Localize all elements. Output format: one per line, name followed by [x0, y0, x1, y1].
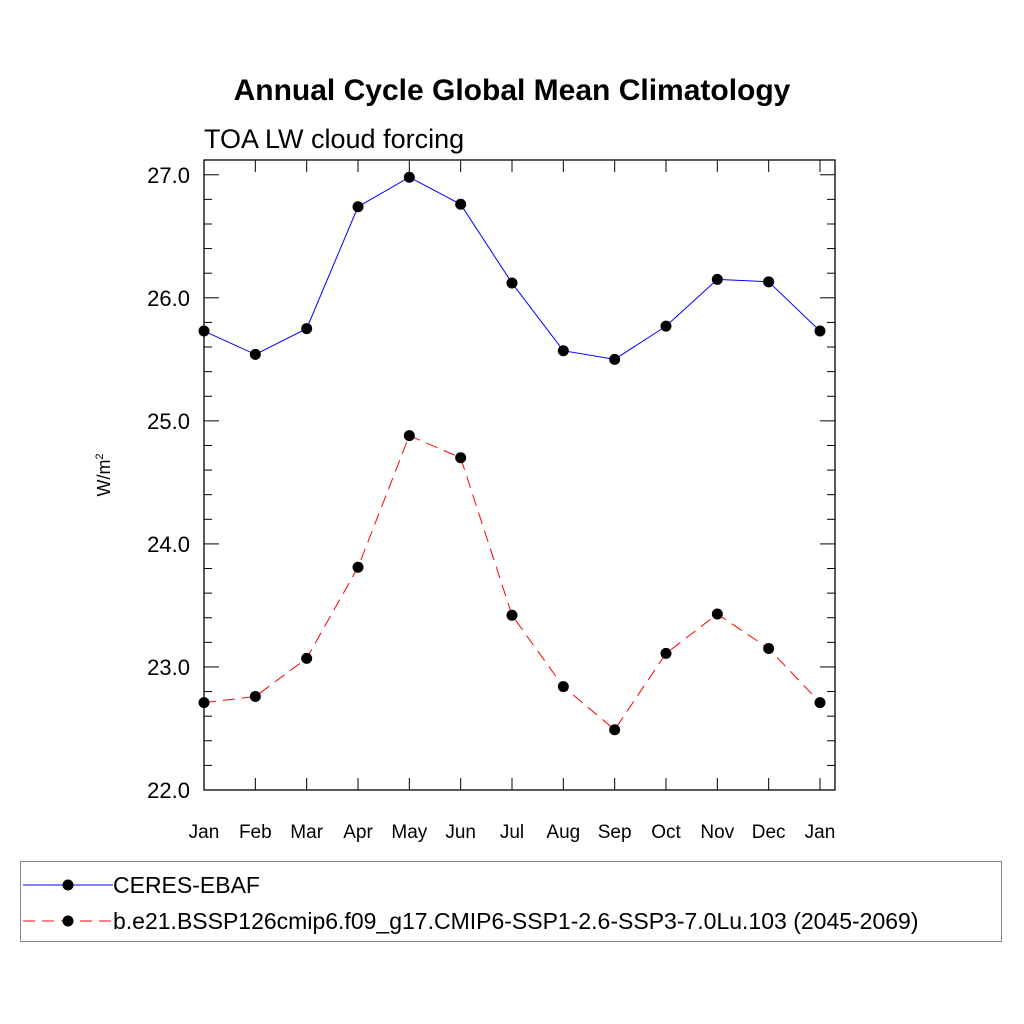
data-point: [301, 652, 313, 664]
data-point: [814, 697, 826, 709]
data-point: [660, 320, 672, 332]
data-point: [352, 561, 364, 573]
data-point: [249, 690, 261, 702]
x-tick-label: Jan: [805, 822, 836, 843]
x-tick-label: Oct: [651, 822, 681, 843]
data-point: [403, 430, 415, 442]
plot-area: 22.0 23.0 24.0 25.0 26.0 27.0 Jan Feb Mar Apr May J…: [94, 159, 836, 843]
data-point: [557, 345, 569, 357]
data-point: [455, 452, 467, 464]
x-tick-label: Jul: [500, 822, 524, 843]
x-tick-label: Jan: [189, 822, 220, 843]
data-point: [403, 171, 415, 183]
legend: CERES-EBAF b.e21.BSSP126cmip6.f09_g17.CMI…: [20, 861, 1002, 942]
data-point: [352, 201, 364, 213]
data-point: [301, 323, 313, 335]
data-point: [660, 647, 672, 659]
x-tick-label: Sep: [598, 822, 632, 843]
y-tick-label: 27.0: [147, 163, 190, 188]
legend-marker: [23, 915, 113, 927]
y-tick-label: 23.0: [147, 655, 190, 680]
data-point: [711, 273, 723, 285]
data-point: [506, 609, 518, 621]
x-tick-label: Dec: [752, 822, 786, 843]
series-line-0: [203, 176, 821, 360]
x-tick-label: Apr: [343, 822, 373, 843]
data-point: [763, 276, 775, 288]
data-point: [198, 325, 210, 337]
legend-label: b.e21.BSSP126cmip6.f09_g17.CMIP6-SSP1-2.…: [113, 907, 919, 934]
legend-item: b.e21.BSSP126cmip6.f09_g17.CMIP6-SSP1-2.…: [21, 904, 919, 938]
data-point: [557, 681, 569, 693]
x-tick-label: May: [391, 822, 427, 843]
data-point: [249, 348, 261, 360]
data-point: [814, 325, 826, 337]
data-point: [609, 353, 621, 365]
data-point: [455, 198, 467, 210]
legend-item: CERES-EBAF: [21, 868, 260, 902]
y-tick-label: 25.0: [147, 409, 190, 434]
chart-title: Annual Cycle Global Mean Climatology: [233, 74, 791, 107]
x-tick-label: Jun: [445, 822, 476, 843]
data-point: [506, 277, 518, 289]
data-point: [198, 697, 210, 709]
x-tick-label: Nov: [700, 822, 734, 843]
legend-label: CERES-EBAF: [113, 871, 260, 898]
data-point: [609, 724, 621, 736]
x-tick-label: Mar: [290, 822, 323, 843]
y-tick-label: 26.0: [147, 286, 190, 311]
y-tick-label: 22.0: [147, 778, 190, 803]
legend-marker: [23, 879, 113, 891]
y-axis-label: W/m2: [94, 453, 114, 496]
y-tick-label: 24.0: [147, 532, 190, 557]
x-tick-label: Aug: [546, 822, 580, 843]
data-point: [763, 642, 775, 654]
data-point: [711, 608, 723, 620]
chart-subtitle: TOA LW cloud forcing: [204, 124, 465, 154]
series-line-1: [203, 434, 821, 731]
x-tick-label: Feb: [239, 822, 272, 843]
plot-frame: [203, 159, 836, 791]
